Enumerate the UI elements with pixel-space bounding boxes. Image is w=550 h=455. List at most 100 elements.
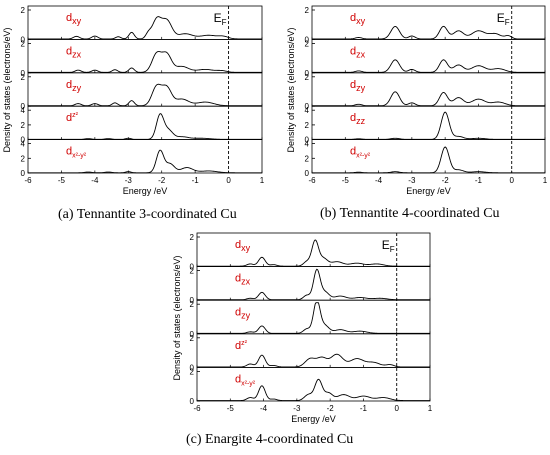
dos-curve [28,83,262,107]
y-tick-label: 0 [190,296,195,305]
y-tick-label: 0 [21,169,26,178]
panel-frame [196,333,431,368]
y-tick-label: 4 [21,140,26,149]
y-tick-label: 2 [305,121,310,130]
dos-curve [197,239,430,267]
y-tick-label: 0 [21,102,26,111]
orbital-label: dzy [66,79,82,93]
x-tick-label: -1 [192,176,200,185]
panel-frame [27,139,263,174]
y-tick-label: 2 [21,121,26,130]
x-tick-label: 0 [394,404,399,413]
panel-frame [196,299,431,335]
orbital-label: dzx [235,273,251,287]
y-tick-label: 2 [305,6,310,15]
panel-frame [196,266,431,301]
dos-curve [197,302,430,334]
dos-curve [28,113,262,140]
dos-curve [312,91,545,107]
y-tick-label: 4 [21,106,26,115]
x-tick-label: 0 [226,176,231,185]
y-tick-label: 0 [305,136,310,145]
panel-frame [196,366,431,402]
x-tick-label: -2 [442,176,450,185]
y-tick-label: 2 [305,39,310,48]
x-tick-label: -4 [91,176,99,185]
x-tick-label: -2 [327,404,335,413]
dos-curve [312,146,545,174]
caption-b: (b) Tennantite 4-coordinated Cu [320,206,500,221]
orbital-label: dzy [235,306,251,320]
y-axis-label: Density of states (electrons/eV) [286,27,296,152]
dos-curve [28,149,262,174]
dos-curve [28,16,262,40]
y-axis-label: Density of states (electrons/eV) [172,255,182,380]
caption-c: (c) Enargite 4-coordinated Cu [186,432,354,447]
x-tick-label: -6 [308,176,316,185]
y-tick-label: 0 [190,397,195,406]
orbital-label: dx²-y² [350,146,371,160]
y-tick-label: 2 [190,334,195,343]
panel-frame [311,139,546,174]
orbital-label: dz² [235,340,248,352]
y-tick-label: 2 [21,154,26,163]
x-tick-label: -5 [227,404,235,413]
y-tick-label: 0 [305,102,310,111]
y-tick-label: 0 [305,69,310,78]
x-axis-label: Energy /eV [123,186,168,196]
x-tick-label: -1 [475,176,483,185]
orbital-label: dxy [350,12,366,26]
dos-curve [197,378,430,402]
y-tick-label: 0 [305,169,310,178]
x-tick-label: 1 [543,176,548,185]
x-tick-label: -3 [408,176,416,185]
y-tick-label: 0 [305,35,310,44]
orbital-label: dx²-y² [66,146,87,160]
orbital-label: dxy [235,239,251,253]
panel-frame [27,39,263,74]
y-tick-label: 2 [190,367,195,376]
orbital-label: dzx [350,45,366,59]
x-tick-label: -5 [342,176,350,185]
y-tick-label: 2 [21,39,26,48]
x-tick-label: -2 [158,176,166,185]
orbital-label: dzy [350,79,366,93]
x-tick-label: -6 [24,176,32,185]
y-tick-label: 2 [190,233,195,242]
y-tick-label: 2 [190,267,195,276]
dos-curve [312,25,545,40]
y-axis-label: Density of states (electrons/eV) [2,27,12,152]
panel-frame [311,39,546,74]
panel-frame [311,72,546,107]
orbital-label: dzx [66,45,82,59]
orbital-label: dx²-y² [235,374,256,388]
y-tick-label: 0 [21,35,26,44]
x-tick-label: -4 [260,404,268,413]
y-tick-label: 0 [21,136,26,145]
dos-curve [197,268,430,301]
fermi-label: EF [382,238,395,254]
panel-frame [27,5,263,40]
dos-curve [197,353,430,368]
orbital-label: dz² [66,112,79,124]
y-tick-label: 2 [21,73,26,82]
x-tick-label: -5 [58,176,66,185]
y-tick-label: 2 [305,73,310,82]
orbital-label: dxy [66,12,82,26]
panel-frame [27,72,263,107]
x-tick-label: 1 [428,404,433,413]
x-tick-label: 1 [260,176,265,185]
panel-frame [27,105,263,140]
x-axis-label: Energy /eV [406,186,451,196]
dos-curve [312,111,545,140]
y-tick-label: 0 [190,330,195,339]
y-tick-label: 0 [21,69,26,78]
y-tick-label: 2 [305,154,310,163]
x-tick-label: -3 [125,176,133,185]
fermi-label: EF [497,11,510,27]
y-tick-label: 0 [190,263,195,272]
caption-a: (a) Tennantite 3-coordinated Cu [58,207,237,222]
